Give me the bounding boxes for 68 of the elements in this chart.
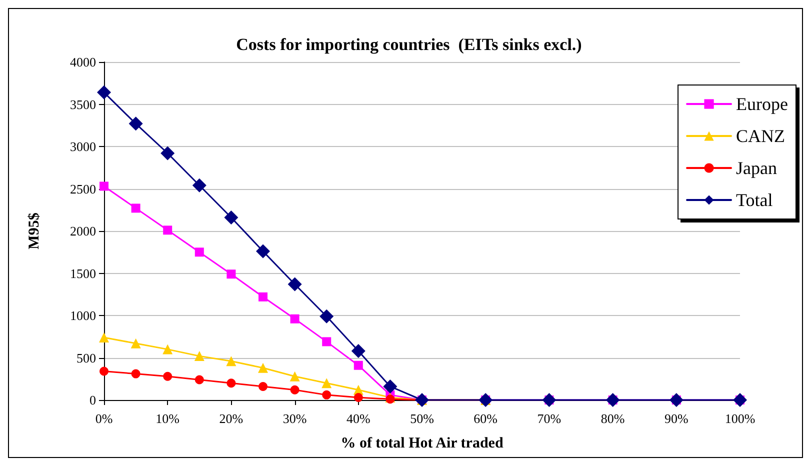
x-axis-title: % of total Hot Air traded: [340, 436, 504, 452]
chart-title: Costs for importing countries (EITs sinks excl.): [236, 35, 582, 54]
x-tick-label: 90%: [664, 411, 688, 426]
y-axis-title: M95$: [26, 212, 42, 250]
point: [258, 362, 268, 373]
point: [160, 146, 175, 160]
point: [290, 371, 300, 382]
point: [322, 390, 332, 400]
point: [290, 385, 300, 394]
x-tick-label: 10%: [156, 411, 180, 426]
point: [100, 182, 108, 191]
point: [194, 248, 204, 257]
point: [97, 85, 111, 100]
point: [290, 314, 300, 324]
x-tick-label: 30%: [282, 411, 307, 426]
x-tick-label: 50%: [410, 411, 434, 426]
legend-label: Total: [736, 190, 773, 210]
x-tick-label: 40%: [346, 411, 370, 426]
y-tick-label: 1500: [70, 266, 96, 281]
point: [288, 277, 302, 292]
point: [163, 226, 172, 235]
x-tick-label: 60%: [474, 411, 498, 426]
point: [131, 204, 140, 213]
y-tick-label: 3500: [70, 96, 96, 112]
y-tick-label: 3000: [70, 139, 96, 154]
point: [130, 338, 141, 348]
point: [351, 344, 366, 358]
x-tick-label: 70%: [537, 411, 562, 426]
point: [733, 393, 747, 407]
point: [224, 210, 238, 224]
point: [194, 351, 204, 362]
point: [542, 393, 556, 407]
point: [128, 116, 143, 131]
point: [322, 378, 332, 388]
legend-label: Japan: [736, 158, 778, 178]
y-tick-label: 4000: [70, 54, 96, 70]
legend-label: Europe: [736, 94, 788, 114]
point: [163, 372, 172, 381]
x-tick-label: 80%: [600, 411, 625, 426]
point: [386, 394, 395, 404]
point: [99, 332, 109, 342]
y-tick-label: 500: [76, 350, 96, 366]
point: [258, 382, 268, 391]
point: [131, 369, 140, 378]
y-tick-label: 2000: [70, 224, 96, 238]
point: [258, 292, 268, 302]
point: [669, 393, 684, 407]
point: [322, 337, 332, 346]
point: [226, 356, 236, 366]
point: [354, 360, 363, 370]
point: [606, 393, 620, 407]
y-tick-label: 2500: [70, 181, 96, 196]
point: [226, 270, 236, 279]
point: [194, 375, 204, 384]
point: [354, 392, 363, 402]
point: [320, 309, 334, 324]
y-tick-label: 0: [90, 392, 96, 408]
point: [100, 366, 108, 376]
point: [162, 344, 173, 354]
y-tick-label: 1000: [70, 308, 96, 323]
point: [383, 379, 398, 394]
point: [192, 178, 206, 192]
point: [256, 244, 270, 258]
point: [226, 378, 236, 388]
x-tick-label: 20%: [219, 411, 244, 426]
x-tick-label: 100%: [724, 411, 756, 426]
x-tick-label: 0%: [95, 411, 113, 426]
legend-label: CANZ: [736, 126, 786, 146]
